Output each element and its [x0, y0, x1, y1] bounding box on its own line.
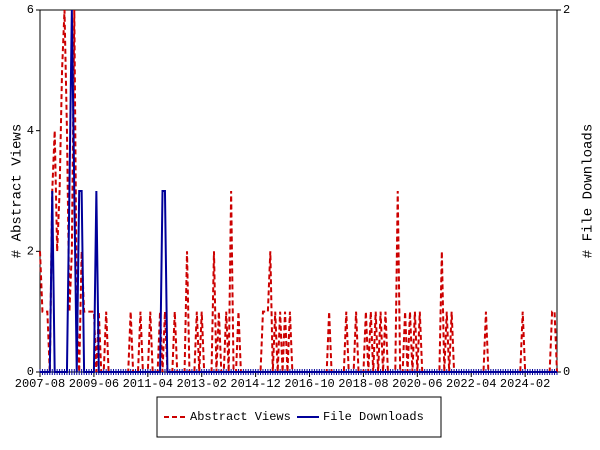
x-tick-label: 2009-06 — [69, 377, 119, 391]
y2-tick-label: 2 — [563, 3, 570, 17]
y2-tick-label: 0 — [563, 365, 570, 379]
series-line — [40, 9, 557, 373]
x-tick-label: 2016-10 — [284, 377, 334, 391]
plot-area — [39, 9, 558, 373]
x-tick-label: 2013-02 — [177, 377, 227, 391]
legend-label: Abstract Views — [190, 410, 291, 424]
x-tick-label: 2007-08 — [15, 377, 65, 391]
y2-axis-title: # File Downloads — [581, 124, 597, 258]
x-tick-label: 2020-06 — [392, 377, 442, 391]
y-tick-label: 6 — [27, 3, 34, 17]
x-tick-label: 2024-02 — [500, 377, 550, 391]
y-tick-label: 2 — [27, 245, 34, 259]
x-tick-label: 2014-12 — [230, 377, 280, 391]
y-tick-label: 4 — [27, 124, 34, 138]
x-tick-label: 2022-04 — [446, 377, 496, 391]
x-tick-label: 2011-04 — [123, 377, 173, 391]
y-axis-title: # Abstract Views — [10, 124, 26, 258]
y-tick-label: 0 — [27, 365, 34, 379]
x-tick-label: 2018-08 — [338, 377, 388, 391]
legend-label: File Downloads — [323, 410, 424, 424]
